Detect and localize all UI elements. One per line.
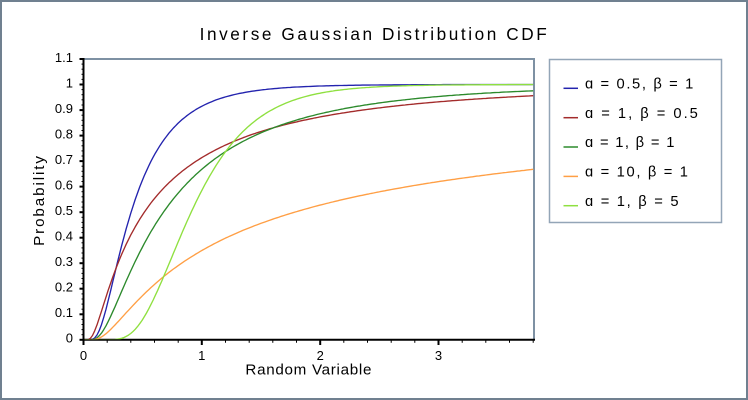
svg-text:0.4: 0.4 (55, 229, 73, 244)
svg-text:1.1: 1.1 (55, 50, 73, 65)
svg-text:Random Variable: Random Variable (245, 362, 372, 379)
svg-text:ɑ = 1, β = 0.5: ɑ = 1, β = 0.5 (585, 106, 700, 122)
svg-text:3: 3 (435, 348, 442, 363)
svg-text:1: 1 (198, 348, 205, 363)
svg-text:ɑ = 1, β = 5: ɑ = 1, β = 5 (585, 194, 680, 210)
svg-text:0.2: 0.2 (55, 280, 73, 295)
svg-text:0.5: 0.5 (55, 203, 73, 218)
svg-text:0.1: 0.1 (55, 305, 73, 320)
svg-text:0: 0 (80, 348, 87, 363)
svg-text:2: 2 (317, 348, 324, 363)
svg-text:ɑ = 1, β = 1: ɑ = 1, β = 1 (585, 135, 676, 151)
svg-text:0.7: 0.7 (55, 152, 73, 167)
svg-text:1: 1 (66, 75, 73, 90)
svg-text:0.8: 0.8 (55, 127, 73, 142)
svg-text:Probability: Probability (31, 154, 48, 246)
svg-text:0: 0 (66, 331, 73, 346)
svg-text:0.6: 0.6 (55, 178, 73, 193)
svg-text:0.9: 0.9 (55, 101, 73, 116)
svg-text:0.3: 0.3 (55, 254, 73, 269)
svg-text:ɑ = 0.5, β = 1: ɑ = 0.5, β = 1 (585, 77, 695, 93)
svg-text:ɑ = 10, β = 1: ɑ = 10, β = 1 (585, 165, 690, 181)
svg-text:Inverse Gaussian Distribution: Inverse Gaussian Distribution CDF (200, 24, 550, 44)
